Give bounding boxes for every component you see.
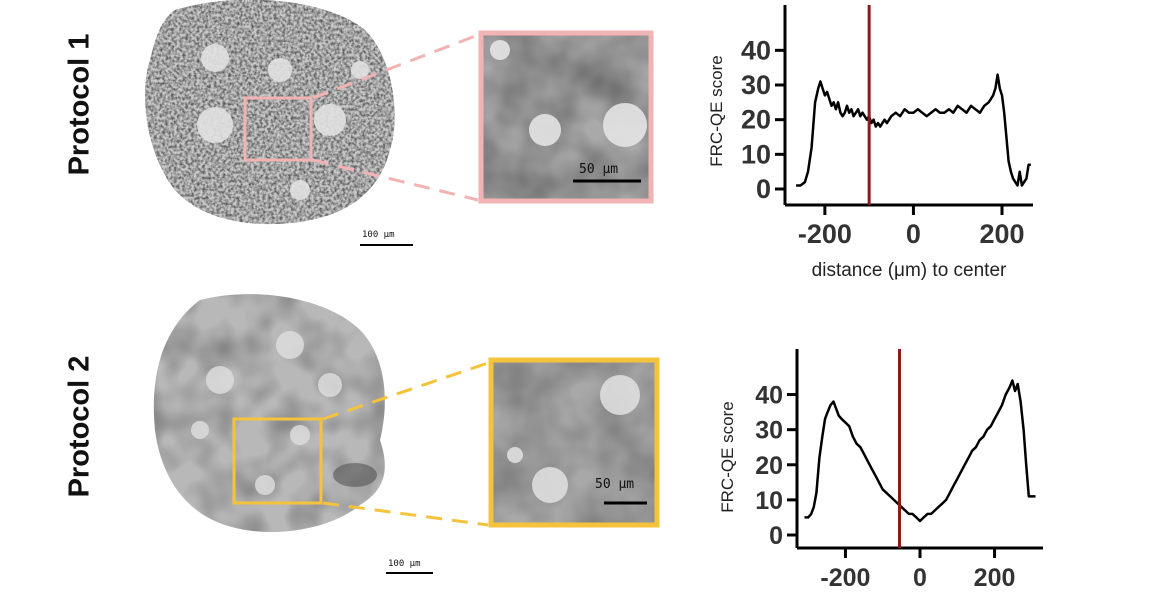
cell-image-1 bbox=[145, 0, 395, 225]
cell-image-2 bbox=[153, 294, 385, 533]
inset-image-1 bbox=[478, 30, 654, 204]
x-tick-label: 0 bbox=[913, 564, 927, 592]
x-tick-label: 200 bbox=[979, 219, 1024, 249]
y-axis-label: FRC-QE score bbox=[718, 401, 737, 512]
x-tick-label: -200 bbox=[820, 564, 870, 592]
x-tick-label: 0 bbox=[906, 219, 921, 249]
y-tick-label: 40 bbox=[755, 382, 783, 410]
roi-box-1 bbox=[243, 96, 313, 162]
x-axis-label: distance (μm) to center bbox=[812, 260, 1007, 281]
y-tick-label: 20 bbox=[741, 105, 771, 135]
x-tick-label: -200 bbox=[798, 219, 852, 249]
y-tick-label: 0 bbox=[769, 522, 783, 550]
y-tick-label: 0 bbox=[756, 174, 771, 204]
scalebar-main-2: 100 μm bbox=[388, 559, 421, 569]
y-tick-label: 30 bbox=[755, 417, 783, 445]
roi-box-2 bbox=[232, 417, 323, 505]
series-line bbox=[796, 73, 1031, 187]
y-tick-label: 20 bbox=[755, 452, 783, 480]
series-line bbox=[804, 379, 1036, 523]
y-tick-label: 40 bbox=[741, 35, 771, 65]
y-tick-label: 10 bbox=[755, 487, 783, 515]
y-tick-label: 10 bbox=[741, 139, 771, 169]
scalebar-inset-1: 50 μm bbox=[579, 162, 618, 177]
x-tick-label: 200 bbox=[974, 564, 1016, 592]
scalebar-inset-2: 50 μm bbox=[595, 477, 634, 492]
inset-image-2 bbox=[488, 357, 660, 528]
scalebar-main-1: 100 μm bbox=[362, 230, 395, 240]
y-tick-label: 30 bbox=[741, 70, 771, 100]
y-axis-label: FRC-QE score bbox=[707, 55, 726, 166]
